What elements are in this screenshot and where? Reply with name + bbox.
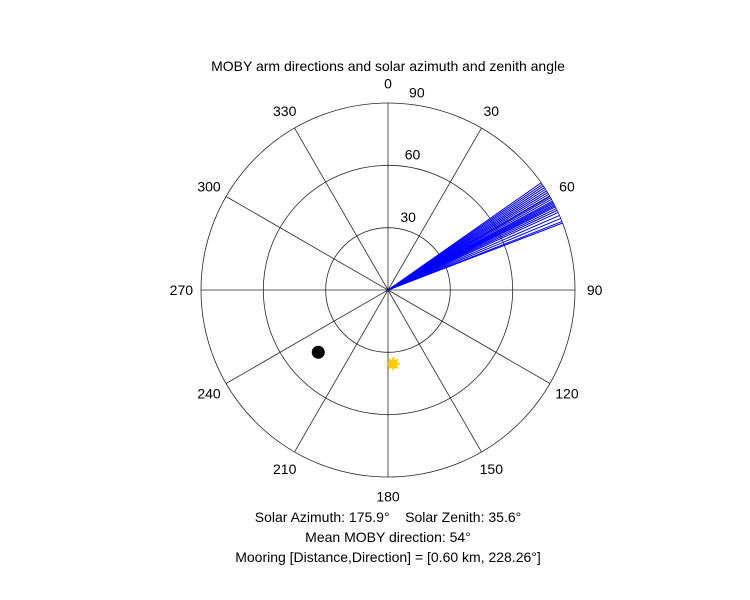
theta-tick-label-150: 150 bbox=[480, 461, 504, 477]
theta-tick-label-270: 270 bbox=[170, 282, 194, 298]
arm-direction-line-20 bbox=[387, 214, 560, 291]
tick-labels: 0 30 60 90 120 150 180 210 240 270 300 330 30 60 90 bbox=[170, 75, 603, 504]
polar-grid bbox=[200, 102, 576, 478]
chart-title: MOBY arm directions and solar azimuth an… bbox=[211, 58, 565, 74]
theta-tick-label-180: 180 bbox=[376, 489, 400, 505]
grid-spoke-300 bbox=[225, 196, 389, 291]
moby-direction-caption: Mean MOBY direction: 54° bbox=[305, 529, 471, 545]
r-tick-label-60: 60 bbox=[405, 147, 421, 163]
grid-spoke-150 bbox=[387, 289, 482, 453]
theta-tick-label-240: 240 bbox=[197, 385, 221, 401]
arm-direction-line-21 bbox=[387, 217, 561, 291]
grid-spoke-120 bbox=[387, 289, 551, 384]
solar-marker bbox=[386, 357, 400, 371]
chart-marks bbox=[311, 182, 563, 371]
grid-spoke-240 bbox=[225, 289, 389, 384]
arm-direction-line-19 bbox=[387, 211, 559, 291]
theta-tick-label-30: 30 bbox=[484, 103, 500, 119]
theta-tick-label-210: 210 bbox=[273, 461, 297, 477]
theta-tick-label-0: 0 bbox=[384, 75, 392, 91]
theta-tick-label-300: 300 bbox=[197, 179, 221, 195]
theta-tick-label-60: 60 bbox=[559, 179, 575, 195]
grid-spoke-330 bbox=[294, 127, 389, 291]
grid-spoke-210 bbox=[294, 289, 389, 453]
solar-core bbox=[388, 359, 398, 369]
grid-spoke-30 bbox=[387, 127, 482, 291]
solar-caption: Solar Azimuth: 175.9° Solar Zenith: 35.6… bbox=[254, 509, 522, 525]
theta-tick-label-330: 330 bbox=[273, 103, 297, 119]
mooring-caption: Mooring [Distance,Direction] = [0.60 km,… bbox=[235, 549, 541, 565]
r-tick-label-30: 30 bbox=[400, 209, 416, 225]
mooring-marker bbox=[311, 345, 325, 359]
r-tick-label-90: 90 bbox=[409, 84, 425, 100]
arm-direction-line-23 bbox=[387, 222, 563, 291]
theta-tick-label-90: 90 bbox=[587, 282, 603, 298]
theta-tick-label-120: 120 bbox=[555, 385, 579, 401]
